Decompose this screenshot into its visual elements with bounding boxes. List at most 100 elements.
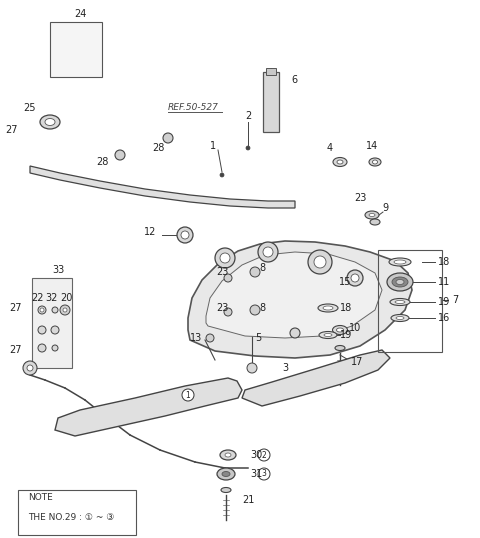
Text: 25: 25 (24, 103, 36, 113)
Ellipse shape (396, 316, 404, 320)
Circle shape (290, 328, 300, 338)
Text: 9: 9 (382, 203, 388, 213)
Text: 8: 8 (259, 263, 265, 273)
Circle shape (258, 449, 270, 461)
Ellipse shape (395, 301, 405, 303)
Circle shape (38, 344, 46, 352)
Circle shape (314, 256, 326, 268)
Text: 6: 6 (291, 75, 297, 85)
Circle shape (63, 308, 67, 312)
Ellipse shape (45, 118, 55, 125)
Circle shape (308, 250, 332, 274)
Circle shape (247, 363, 257, 373)
Text: 3: 3 (282, 363, 288, 373)
Ellipse shape (369, 214, 375, 216)
Text: 28: 28 (96, 157, 108, 167)
Ellipse shape (389, 258, 411, 266)
Text: 3: 3 (262, 470, 266, 478)
Text: 32: 32 (46, 293, 58, 303)
Text: 27: 27 (10, 345, 22, 355)
Text: 10: 10 (349, 323, 361, 333)
Ellipse shape (319, 331, 337, 338)
Ellipse shape (391, 315, 409, 322)
Text: 27: 27 (10, 303, 22, 313)
Circle shape (206, 334, 214, 342)
Circle shape (60, 305, 70, 315)
Text: 5: 5 (255, 333, 261, 343)
Text: 2: 2 (245, 111, 251, 121)
Text: 30: 30 (250, 450, 262, 460)
Circle shape (220, 173, 224, 177)
Bar (378, 250, 442, 352)
Circle shape (52, 345, 58, 351)
Circle shape (115, 150, 125, 160)
Ellipse shape (333, 325, 348, 335)
Ellipse shape (365, 211, 379, 219)
Text: 19: 19 (438, 297, 450, 307)
Circle shape (263, 247, 273, 257)
Polygon shape (206, 252, 382, 338)
Ellipse shape (217, 468, 235, 480)
Polygon shape (188, 241, 412, 358)
Text: 4: 4 (327, 143, 333, 153)
Polygon shape (30, 166, 295, 208)
Circle shape (258, 468, 270, 480)
Text: 28: 28 (152, 143, 164, 153)
Text: 17: 17 (351, 357, 363, 367)
Text: 7: 7 (452, 295, 458, 305)
Text: 23: 23 (354, 193, 366, 203)
Text: 24: 24 (74, 9, 86, 19)
Ellipse shape (337, 160, 343, 164)
Text: 11: 11 (438, 277, 450, 287)
Circle shape (52, 307, 58, 313)
Ellipse shape (220, 450, 236, 460)
Circle shape (215, 248, 235, 268)
Bar (50, 22, 102, 77)
Circle shape (220, 253, 230, 263)
Circle shape (177, 227, 193, 243)
Ellipse shape (318, 304, 338, 312)
Circle shape (258, 242, 278, 262)
Text: 1: 1 (210, 141, 216, 151)
Ellipse shape (372, 160, 377, 164)
Text: 18: 18 (340, 303, 352, 313)
Ellipse shape (324, 334, 332, 336)
Circle shape (181, 231, 189, 239)
Text: THE NO.29 : ① ~ ③: THE NO.29 : ① ~ ③ (28, 513, 114, 522)
Text: 27: 27 (6, 125, 18, 135)
Circle shape (351, 274, 359, 282)
Circle shape (250, 267, 260, 277)
Text: 19: 19 (340, 330, 352, 340)
Circle shape (224, 308, 232, 316)
Bar (18, 490, 136, 535)
Ellipse shape (335, 345, 345, 350)
Polygon shape (55, 378, 242, 436)
Text: 20: 20 (60, 293, 72, 303)
Text: 2: 2 (262, 450, 266, 459)
Text: 14: 14 (366, 141, 378, 151)
Circle shape (182, 389, 194, 401)
Ellipse shape (396, 280, 404, 285)
Text: 1: 1 (186, 391, 191, 400)
Ellipse shape (369, 158, 381, 166)
Text: REF.50-527: REF.50-527 (168, 103, 219, 111)
Text: 23: 23 (216, 267, 228, 277)
Ellipse shape (222, 471, 230, 477)
Text: 15: 15 (339, 277, 351, 287)
Ellipse shape (390, 299, 410, 306)
Text: 33: 33 (52, 265, 64, 275)
Ellipse shape (392, 277, 408, 287)
Text: 23: 23 (216, 303, 228, 313)
Polygon shape (242, 350, 390, 406)
Text: NOTE: NOTE (28, 493, 53, 502)
Circle shape (347, 270, 363, 286)
Text: 21: 21 (242, 495, 254, 505)
Circle shape (40, 308, 44, 312)
Ellipse shape (40, 115, 60, 129)
Circle shape (38, 326, 46, 334)
Ellipse shape (323, 306, 333, 310)
Ellipse shape (370, 219, 380, 225)
Text: 13: 13 (190, 333, 202, 343)
Circle shape (224, 274, 232, 282)
Text: 31: 31 (250, 469, 262, 479)
